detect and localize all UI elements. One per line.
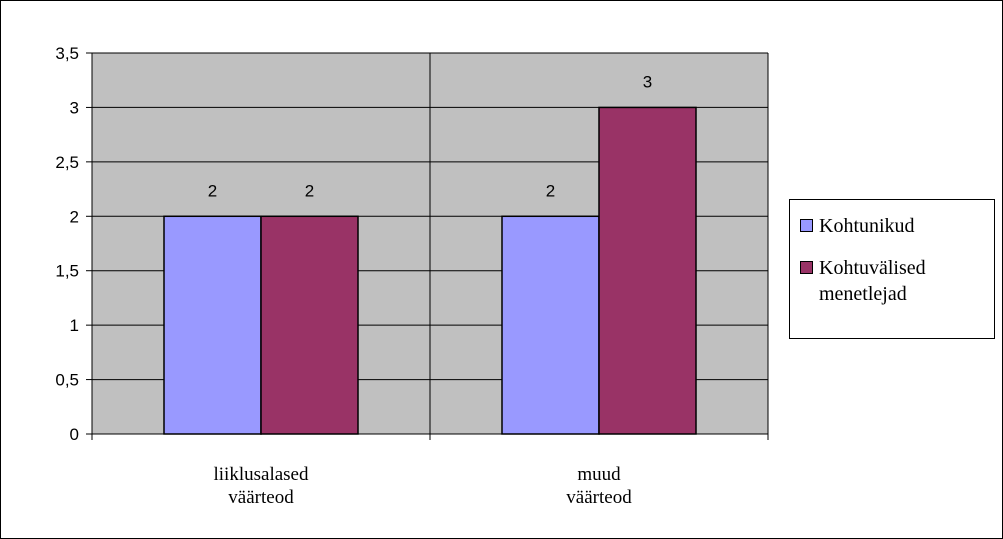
bar [598,106,697,435]
legend-item-kohtuvalised: Kohtuvälised menetlejad [800,255,926,307]
category-label: muud [577,464,621,485]
legend-swatch-kohtuvalised [800,261,813,274]
category-label: väärteod [228,487,294,508]
y-tick-label: 3,5 [55,44,79,63]
y-tick-label: 1,5 [55,262,79,281]
data-label: 2 [546,181,555,200]
legend-label-line: menetlejad [819,283,907,305]
legend-item-kohtunikud: Kohtunikud [800,213,915,239]
data-label: 2 [208,181,217,200]
data-label: 3 [643,72,652,91]
bar [163,215,262,435]
bar [501,215,600,435]
y-tick-label: 2 [70,207,79,226]
legend-label-line: Kohtuvälised [819,257,926,279]
legend-label-kohtuvalised: Kohtuvälised menetlejad [819,255,926,307]
y-tick-label: 1 [70,316,79,335]
y-tick-label: 0,5 [55,371,79,390]
y-tick-label: 0 [70,425,79,444]
category-label: väärteod [566,487,632,508]
data-label: 2 [305,181,314,200]
legend-swatch-kohtunikud [800,219,813,232]
category-label: liiklusalased [214,464,309,485]
legend: Kohtunikud Kohtuvälised menetlejad [789,199,995,339]
bar [260,215,359,435]
y-tick-label: 3 [70,98,79,117]
y-tick-label: 2,5 [55,153,79,172]
legend-label-kohtunikud: Kohtunikud [819,215,915,237]
